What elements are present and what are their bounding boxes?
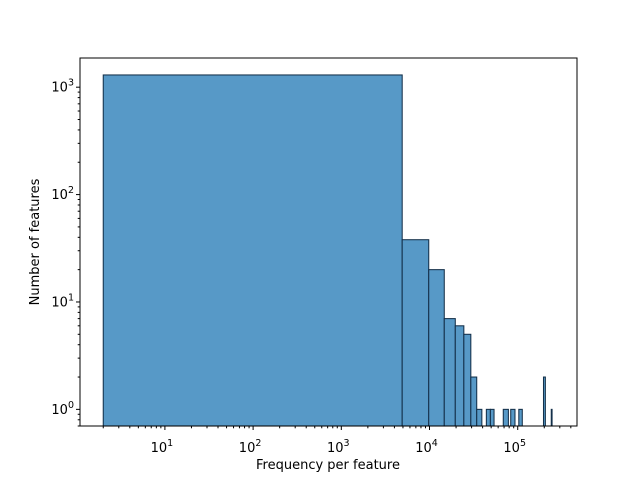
histogram-bar <box>443 318 456 427</box>
histogram-bar <box>502 408 509 427</box>
histogram-bar <box>510 408 516 427</box>
histogram-bar <box>542 376 546 427</box>
x-tick-label: 105 <box>503 438 526 456</box>
histogram-bar <box>454 325 465 427</box>
histogram-bar <box>550 408 553 427</box>
y-tick-label: 103 <box>51 78 74 96</box>
x-tick-label: 101 <box>151 438 174 456</box>
histogram-bar <box>485 408 491 427</box>
x-tick-label: 102 <box>239 438 262 456</box>
axis-tick-labels: 101 102 103 104 105 100 101 102 103 <box>51 78 526 456</box>
y-tick-label: 100 <box>51 400 74 418</box>
histogram-bar <box>470 376 478 427</box>
x-tick-label: 104 <box>415 438 438 456</box>
histogram-bar <box>518 408 523 427</box>
y-axis-label: Number of features <box>28 178 43 305</box>
y-tick-label: 101 <box>51 292 74 310</box>
x-tick-label: 103 <box>327 438 350 456</box>
axes-frame <box>79 57 578 427</box>
histogram-bar <box>102 74 403 427</box>
histogram-bar <box>463 333 472 427</box>
histogram-bar <box>476 408 483 427</box>
x-axis-label: Frequency per feature <box>256 458 400 473</box>
histogram-bars <box>102 74 553 427</box>
histogram-bar <box>401 239 430 427</box>
y-tick-label: 102 <box>51 185 74 203</box>
histogram-bar <box>489 408 495 427</box>
histogram-bar <box>428 269 445 427</box>
